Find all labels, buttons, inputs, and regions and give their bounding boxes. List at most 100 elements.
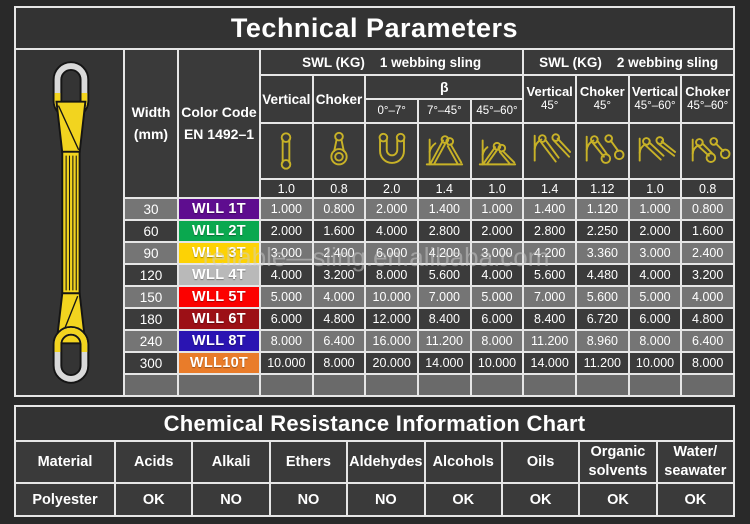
swl-value: 2.800 — [419, 221, 470, 241]
swl-value: 6.000 — [629, 309, 681, 329]
icon-cell — [313, 124, 365, 178]
resistance-value: OK — [580, 484, 656, 515]
resistance-value: OK — [502, 484, 579, 515]
width-value: 240 — [125, 331, 177, 351]
swl-value: 11.200 — [577, 353, 628, 373]
swl-table: Width (mm) Color Code EN 1492–1 SWL (KG)… — [125, 50, 733, 395]
empty-cell — [524, 375, 575, 395]
swl-value: 2.800 — [524, 221, 575, 241]
swl-value: 10.000 — [629, 353, 681, 373]
vertical-header: Vertical — [261, 76, 312, 122]
swl-value: 5.600 — [524, 265, 575, 285]
wll-color-code: WLL 4T — [179, 265, 259, 285]
empty-cell — [313, 375, 365, 395]
choker-45-header: Choker 45° — [577, 76, 628, 122]
wll-color-code: WLL 8T — [179, 331, 259, 351]
swl-value: 4.000 — [629, 265, 681, 285]
load-factor-value: 1.0 — [261, 180, 312, 197]
swl-value: 6.400 — [313, 331, 365, 351]
load-factor-value: 1.12 — [577, 180, 628, 197]
swl-value: 4.000 — [366, 221, 417, 241]
icon-cell — [366, 124, 417, 178]
swl-value: 4.000 — [682, 287, 733, 307]
swl-1-sling-group-header: SWL (KG) 1 webbing sling — [261, 50, 523, 74]
chemical-table-title: Chemical Resistance Information Chart — [16, 407, 733, 440]
swl-value: 5.000 — [261, 287, 312, 307]
chemical-column-header: Water/seawater — [657, 442, 733, 483]
swl-value: 6.400 — [682, 331, 733, 351]
swl-value: 8.400 — [419, 309, 470, 329]
swl-value: 3.200 — [313, 265, 365, 285]
swl-value: 11.200 — [524, 331, 575, 351]
load-factor-value: 1.4 — [419, 180, 470, 197]
swl-value: 2.000 — [366, 199, 417, 219]
icon-cell — [419, 124, 470, 178]
basket-0-7-icon — [378, 132, 406, 164]
material-name: Polyester — [16, 484, 114, 515]
technical-parameters-table: Technical Parameters — [14, 6, 735, 397]
swl-value: 0.800 — [682, 199, 733, 219]
swl-value: 0.800 — [313, 199, 365, 219]
vertical-45-header: Vertical 45° — [524, 76, 575, 122]
swl-value: 1.600 — [313, 221, 365, 241]
load-factor-value: 0.8 — [682, 180, 733, 197]
swl-value: 14.000 — [419, 353, 470, 373]
width-value: 180 — [125, 309, 177, 329]
icon-cell — [524, 124, 575, 178]
beta-header: β — [366, 76, 523, 98]
swl-value: 20.000 — [366, 353, 417, 373]
chemical-column-header: Ethers — [270, 442, 347, 483]
swl-value: 2.000 — [471, 221, 523, 241]
resistance-value: NO — [348, 484, 424, 515]
width-value: 60 — [125, 221, 177, 241]
angle-header-7-45: 7°–45° — [419, 100, 470, 122]
swl-value: 3.000 — [471, 243, 523, 263]
swl-value: 8.000 — [629, 331, 681, 351]
swl-value: 4.800 — [682, 309, 733, 329]
load-factor-value: 0.8 — [313, 180, 365, 197]
swl-value: 1.000 — [629, 199, 681, 219]
empty-cell — [682, 375, 733, 395]
swl-value: 8.000 — [313, 353, 365, 373]
load-factor-value: 1.0 — [629, 180, 681, 197]
swl-value: 6.000 — [471, 309, 523, 329]
swl-value: 2.400 — [682, 243, 733, 263]
resistance-value: OK — [116, 484, 192, 515]
swl-value: 1.400 — [419, 199, 470, 219]
empty-cell — [629, 375, 681, 395]
swl-value: 1.000 — [261, 199, 312, 219]
color-code-column-header: Color Code EN 1492–1 — [179, 50, 259, 197]
swl-value: 2.000 — [261, 221, 312, 241]
swl-value: 4.000 — [313, 287, 365, 307]
width-value: 30 — [125, 199, 177, 219]
load-factor-value: 2.0 — [366, 180, 417, 197]
page-title: Technical Parameters — [16, 8, 733, 48]
resistance-value: NO — [193, 484, 269, 515]
icon-cell — [577, 124, 628, 178]
swl-value: 1.000 — [471, 199, 523, 219]
swl-value: 6.000 — [261, 309, 312, 329]
chemical-column-header: Aldehydes — [348, 442, 424, 483]
swl-value: 3.000 — [629, 243, 681, 263]
empty-cell — [366, 375, 417, 395]
two-sling-vertical-45-60-icon — [638, 136, 677, 162]
swl-value: 5.000 — [629, 287, 681, 307]
swl-value: 2.000 — [629, 221, 681, 241]
swl-value: 8.000 — [366, 265, 417, 285]
resistance-value: NO — [270, 484, 347, 515]
wll-color-code: WLL 1T — [179, 199, 259, 219]
swl-value: 3.200 — [682, 265, 733, 285]
swl-value: 14.000 — [524, 353, 575, 373]
swl-value: 3.000 — [261, 243, 312, 263]
width-value: 90 — [125, 243, 177, 263]
technical-table-body: Width (mm) Color Code EN 1492–1 SWL (KG)… — [16, 50, 733, 395]
icon-cell — [261, 124, 312, 178]
wll-color-code: WLL10T — [179, 353, 259, 373]
swl-value: 10.000 — [261, 353, 312, 373]
chemical-resistance-table: Chemical Resistance Information Chart Ma… — [14, 405, 735, 517]
width-value: 120 — [125, 265, 177, 285]
chemical-column-header: Acids — [116, 442, 192, 483]
chemical-column-header: Organic solvents — [580, 442, 656, 483]
swl-value: 4.200 — [524, 243, 575, 263]
swl-value: 11.200 — [419, 331, 470, 351]
